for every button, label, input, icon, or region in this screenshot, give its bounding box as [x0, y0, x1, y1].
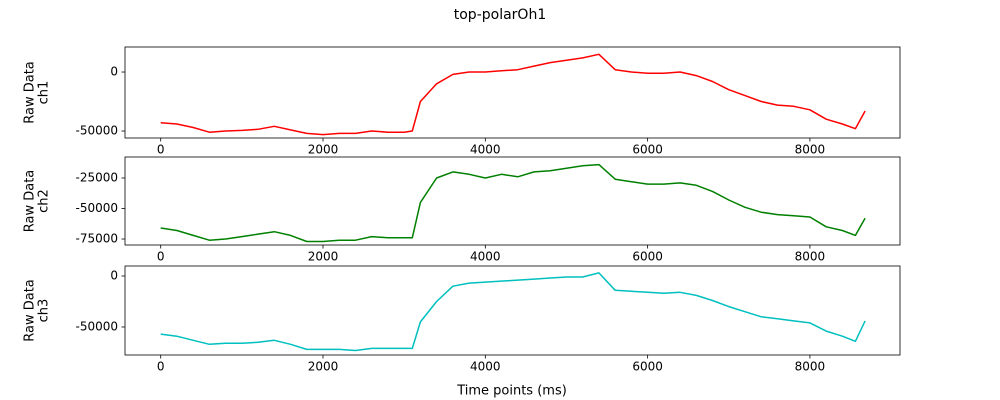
y-tick-label: -25000	[75, 170, 118, 184]
x-tick-label: 8000	[795, 250, 826, 264]
y-tick-label: -50000	[75, 319, 118, 333]
x-tick-label: 8000	[795, 143, 826, 157]
y-axis-label: ch1	[37, 81, 52, 105]
y-axis-label: Raw Data	[23, 61, 38, 124]
y-tick-label: -50000	[75, 124, 118, 138]
y-tick-label: 0	[110, 268, 118, 282]
x-tick-label: 4000	[470, 143, 501, 157]
x-tick-label: 2000	[308, 250, 339, 264]
axes-frame	[124, 156, 901, 246]
axes-frame	[124, 46, 901, 139]
x-tick-label: 6000	[632, 250, 663, 264]
y-axis-label: ch3	[37, 299, 52, 323]
x-tick-label: 6000	[632, 360, 663, 374]
data-line	[160, 163, 866, 243]
x-tick-label: 0	[157, 360, 165, 374]
x-tick-label: 6000	[632, 143, 663, 157]
x-tick-label: 4000	[470, 360, 501, 374]
data-line	[160, 272, 866, 352]
y-tick-label: -75000	[75, 232, 118, 246]
x-tick-label: 0	[157, 143, 165, 157]
y-axis-label: Raw Data	[23, 170, 38, 233]
x-tick-label: 2000	[308, 143, 339, 157]
y-tick-label: -50000	[75, 201, 118, 215]
y-axis-label: Raw Data	[23, 279, 38, 342]
y-tick-label: 0	[110, 65, 118, 79]
x-axis-label: Time points (ms)	[456, 384, 567, 399]
x-tick-label: 0	[157, 250, 165, 264]
figure-title: top-polarOh1	[454, 7, 546, 23]
y-axis-label: ch2	[37, 189, 52, 213]
x-tick-label: 4000	[470, 250, 501, 264]
axes-frame	[124, 265, 901, 356]
data-line	[160, 53, 866, 136]
x-tick-label: 2000	[308, 360, 339, 374]
x-tick-label: 8000	[795, 360, 826, 374]
